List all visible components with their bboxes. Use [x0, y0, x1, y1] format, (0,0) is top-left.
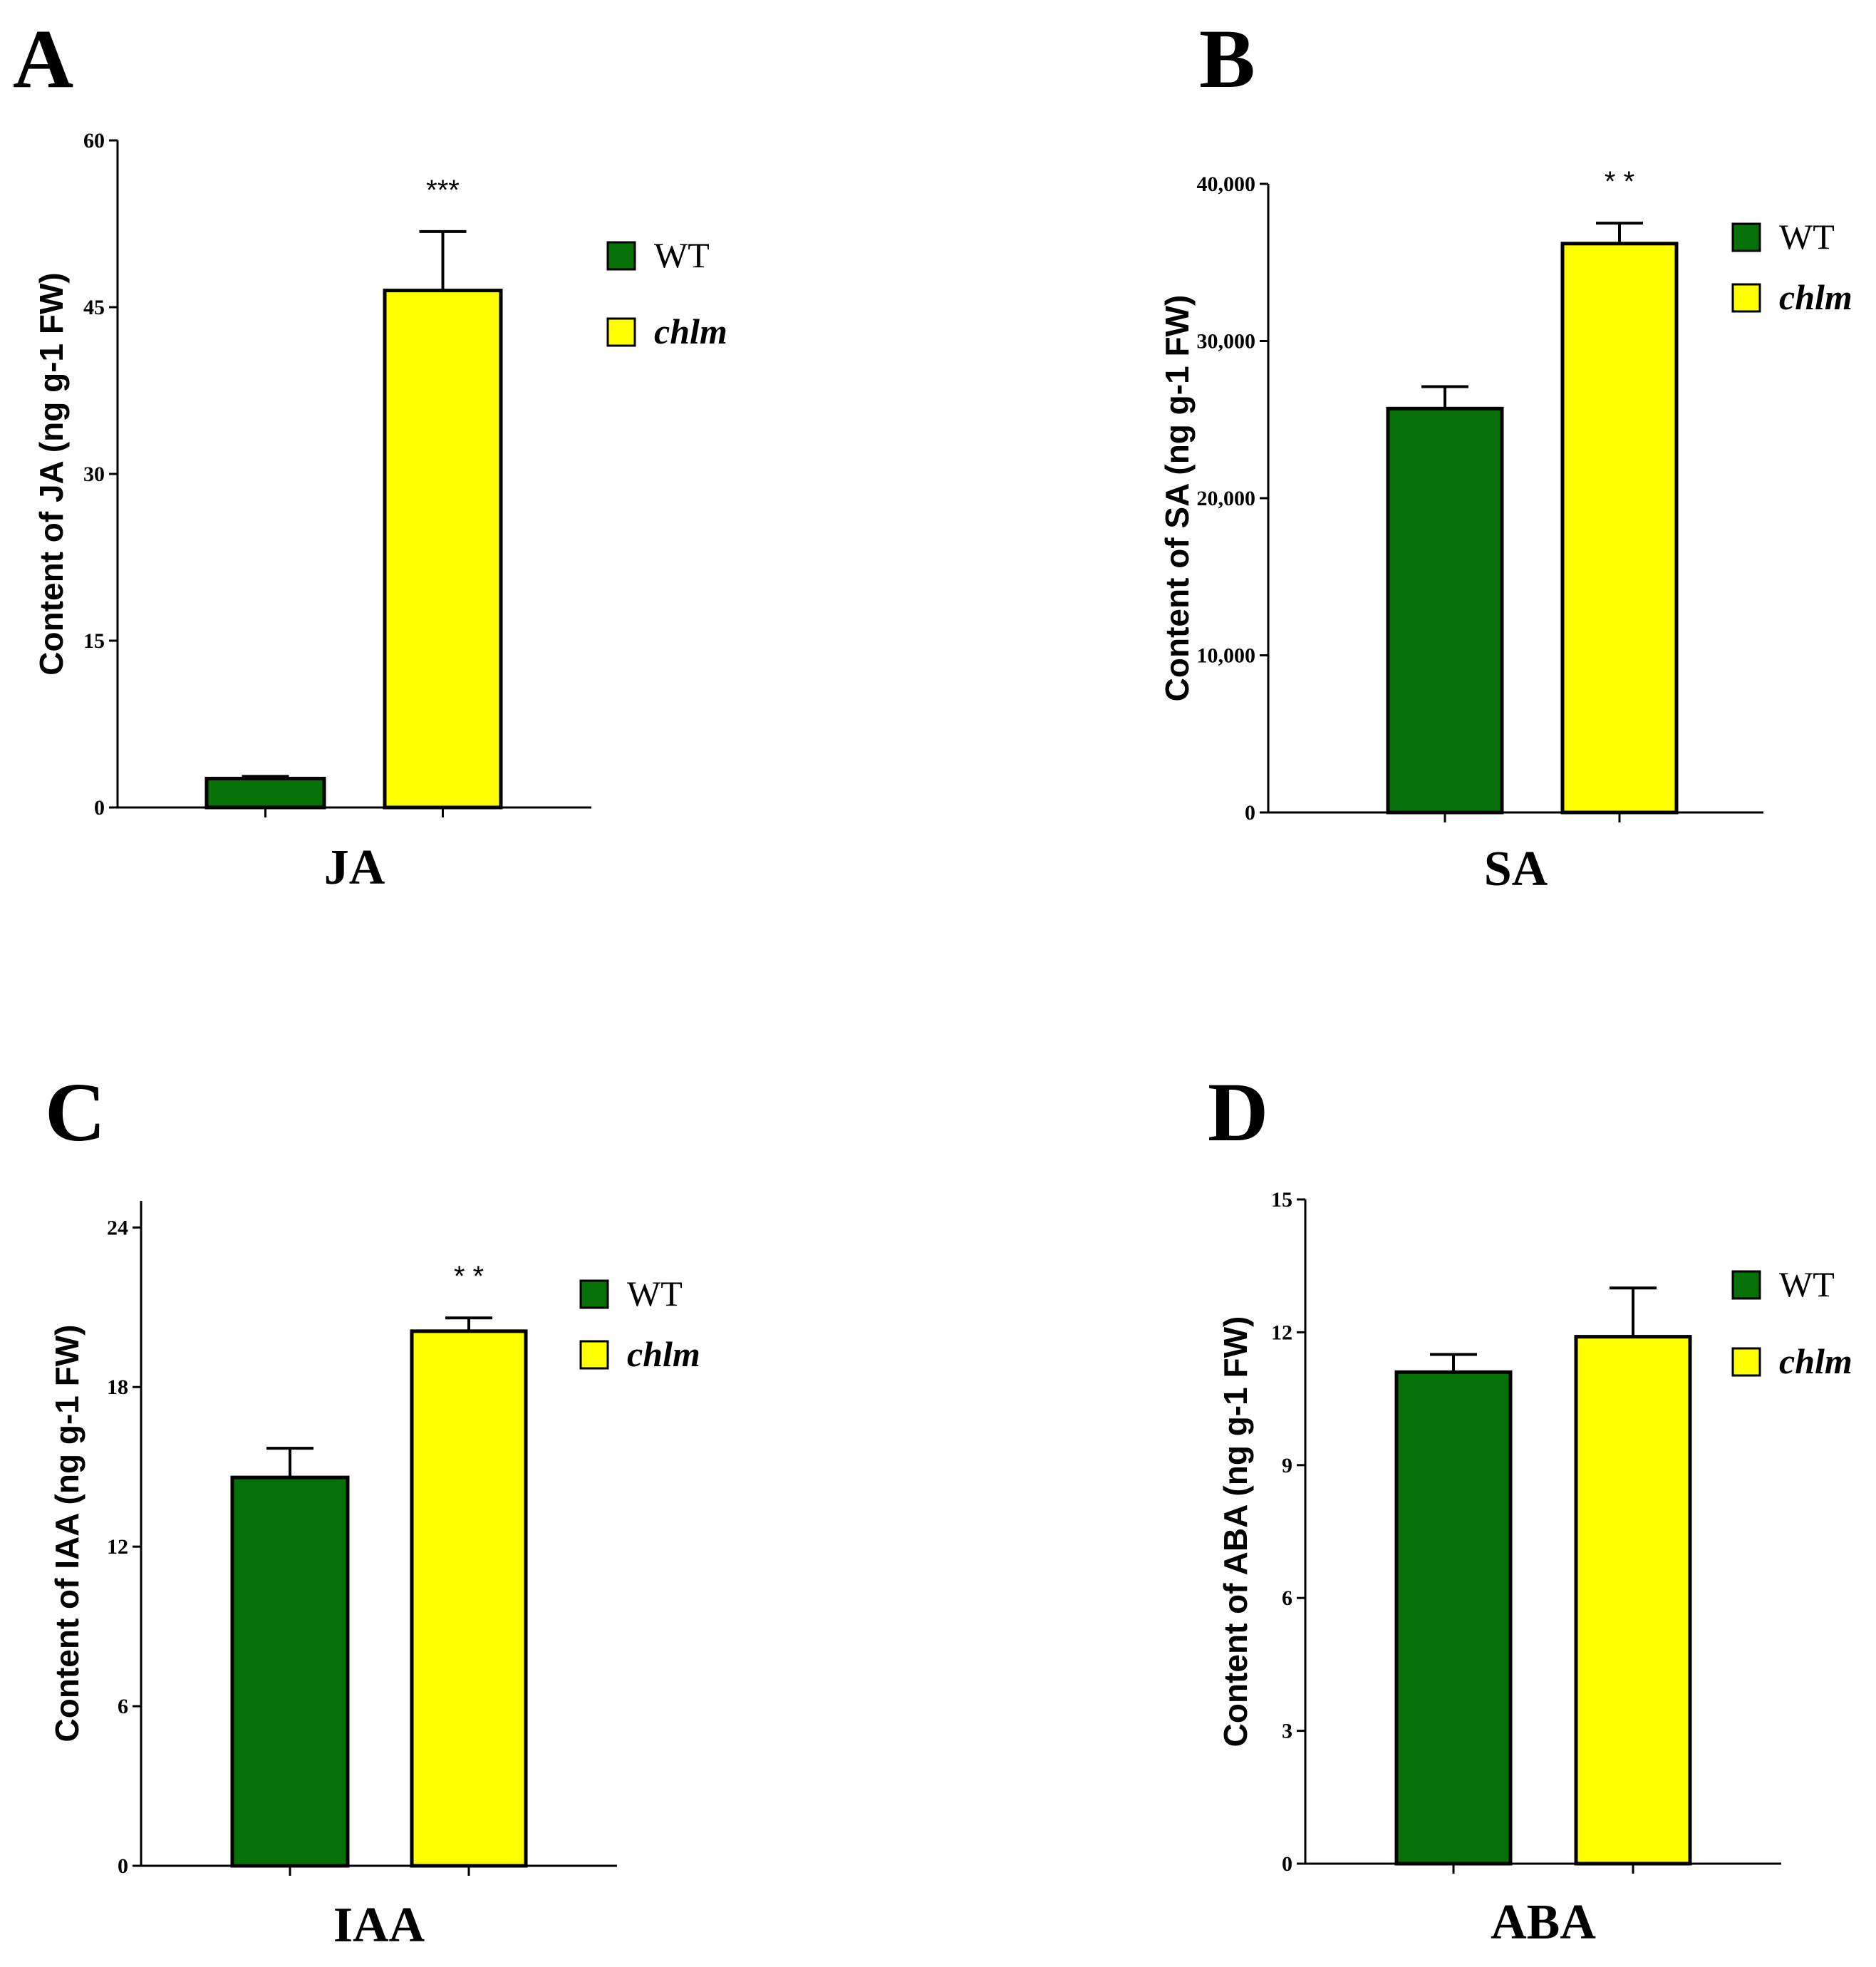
panel-letter: B — [1199, 12, 1255, 105]
y-tick-label: 30 — [83, 463, 105, 486]
legend-label-wt: WT — [654, 235, 710, 275]
bar-chlm — [410, 1329, 528, 1868]
y-axis-label: Content of IAA (ng g-1 FW) — [48, 1325, 85, 1743]
bar-wt — [204, 776, 326, 810]
y-tick-label: 0 — [94, 796, 105, 820]
y-tick-label: 18 — [107, 1375, 128, 1399]
legend-swatch-chlm — [579, 1340, 609, 1370]
x-axis-label: ABA — [1491, 1895, 1596, 1950]
panel-letter: A — [13, 12, 73, 105]
bar-chlm — [383, 289, 503, 810]
legend-swatch-chlm — [606, 317, 636, 347]
legend-label-chlm: chlm — [654, 311, 727, 351]
y-axis-label: Content of SA (ng g-1 FW) — [1159, 295, 1196, 702]
y-tick-label: 10,000 — [1197, 644, 1256, 668]
legend-label-chlm: chlm — [1779, 277, 1852, 317]
y-tick-label: 24 — [107, 1216, 128, 1239]
y-tick-label: 6 — [118, 1695, 128, 1718]
legend-swatch-chlm — [1731, 283, 1761, 313]
x-axis-label: JA — [324, 840, 385, 895]
y-tick-label: 12 — [107, 1535, 128, 1559]
significance-marker: *** — [426, 175, 460, 206]
y-tick-label: 30,000 — [1197, 330, 1256, 353]
x-axis-label: IAA — [333, 1898, 425, 1953]
y-tick-label: 0 — [118, 1854, 128, 1878]
y-tick-label: 60 — [83, 129, 105, 153]
y-tick-label: 3 — [1282, 1720, 1292, 1743]
legend-swatch-chlm — [1731, 1347, 1761, 1377]
panel-a: A 0 15 30 45 60 *** JA Content of JA (ng g-1 FW)… — [13, 12, 727, 895]
y-tick-label: 9 — [1282, 1454, 1292, 1477]
bar-wt — [1394, 1370, 1513, 1866]
y-axis-label: Content of JA (ng g-1 FW) — [33, 272, 70, 676]
y-tick-label: 15 — [1271, 1188, 1292, 1212]
panel-c: C 0 6 12 18 24 * * IAA Content of IAA (ng g-1 FW… — [45, 1065, 700, 1953]
y-tick-label: 0 — [1245, 801, 1255, 825]
legend-swatch-wt — [1731, 1270, 1761, 1300]
legend-label-chlm: chlm — [1779, 1341, 1852, 1381]
legend-swatch-wt — [1731, 222, 1761, 252]
legend-label-chlm: chlm — [627, 1334, 700, 1374]
bar-wt — [1386, 406, 1504, 815]
y-tick-label: 40,000 — [1197, 172, 1256, 196]
y-tick-label: 6 — [1282, 1586, 1292, 1610]
y-tick-label: 20,000 — [1197, 487, 1256, 510]
legend-label-wt: WT — [1779, 217, 1835, 257]
legend-label-wt: WT — [1779, 1264, 1835, 1304]
legend-swatch-wt — [606, 241, 636, 271]
significance-marker: * * — [1605, 166, 1634, 197]
y-axis-label: Content of ABA (ng g-1 FW) — [1217, 1316, 1254, 1747]
bar-wt — [230, 1475, 350, 1868]
significance-marker: * * — [454, 1261, 484, 1292]
panel-b: B 0 10,000 20,000 30,000 40,000 * * SA Content o… — [1159, 12, 1852, 897]
y-tick-label: 15 — [83, 629, 105, 653]
y-tick-label: 45 — [83, 296, 105, 319]
x-axis-label: SA — [1484, 842, 1548, 897]
bar-chlm — [1560, 242, 1679, 815]
legend-swatch-wt — [579, 1279, 609, 1309]
y-tick-label: 12 — [1271, 1321, 1292, 1344]
legend-label-wt: WT — [627, 1274, 683, 1313]
panel-d: D 0 3 6 9 12 15 ABA Content of ABA (ng g-1 FW) WT… — [1208, 1065, 1852, 1950]
panel-letter: D — [1208, 1065, 1268, 1159]
y-tick-label: 0 — [1282, 1852, 1292, 1876]
bar-chlm — [1574, 1335, 1692, 1866]
panel-letter: C — [45, 1065, 105, 1159]
